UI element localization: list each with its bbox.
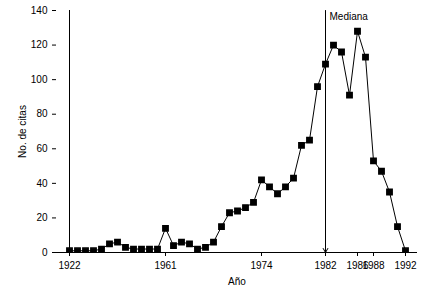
svg-text:120: 120 [31, 39, 48, 50]
svg-text:1974: 1974 [250, 260, 273, 271]
svg-text:40: 40 [36, 178, 48, 189]
svg-text:1992: 1992 [394, 260, 417, 271]
svg-text:80: 80 [36, 108, 48, 119]
svg-text:140: 140 [31, 5, 48, 16]
svg-text:1961: 1961 [154, 260, 177, 271]
svg-text:60: 60 [36, 143, 48, 154]
svg-text:1982: 1982 [314, 260, 337, 271]
svg-text:No. de citas: No. de citas [17, 105, 28, 158]
svg-text:Mediana: Mediana [330, 11, 369, 22]
svg-text:100: 100 [31, 74, 48, 85]
svg-text:Año: Año [228, 276, 246, 287]
svg-text:1988: 1988 [362, 260, 385, 271]
svg-text:1922: 1922 [58, 260, 81, 271]
svg-text:1986: 1986 [346, 259, 369, 271]
svg-text:0: 0 [42, 247, 48, 258]
svg-text:20: 20 [36, 212, 48, 223]
